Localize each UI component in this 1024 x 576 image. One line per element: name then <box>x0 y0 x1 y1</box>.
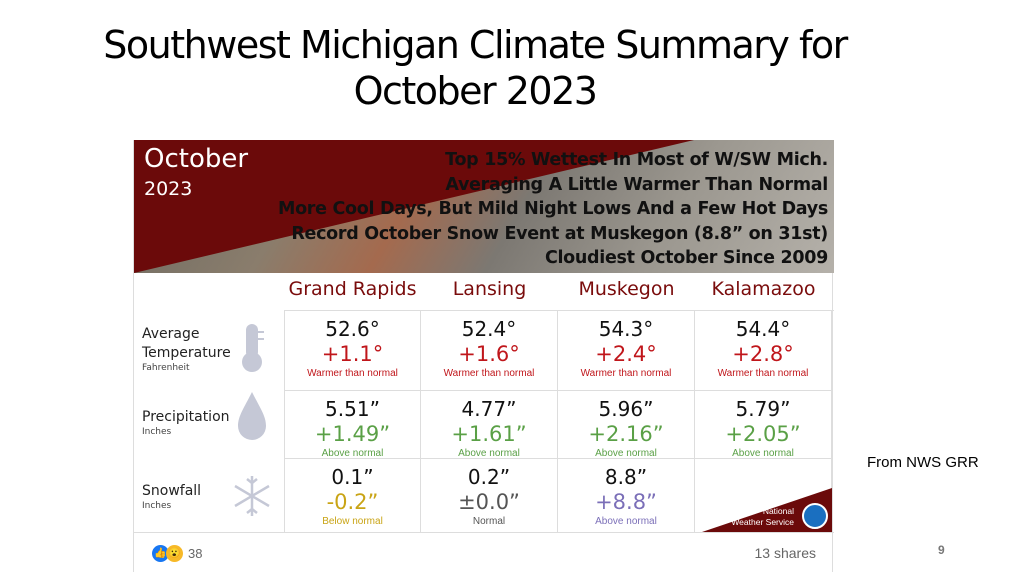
highlight: Record October Snow Event at Muskegon (8… <box>291 223 828 244</box>
label: Snowfall <box>142 483 202 499</box>
shares-link[interactable]: 13 shares <box>754 545 816 561</box>
wow-icon: 😮 <box>166 545 183 562</box>
nws-line: Weather Service <box>731 517 794 527</box>
cell-departure: +1.49” <box>314 422 391 446</box>
table-cell: 0.1” -0.2” Below normal <box>284 459 421 533</box>
cell-departure: +2.16” <box>588 422 664 446</box>
title-line-2: October 2023 <box>353 69 598 113</box>
table-cell: 54.4° +2.8° Warmer than normal <box>695 311 832 391</box>
table-cell: 52.6° +1.1° Warmer than normal <box>284 311 421 391</box>
cell-value: 0.2” <box>467 465 511 489</box>
title-line-1: Southwest Michigan Climate Summary for <box>103 23 848 67</box>
label: Precipitation <box>142 409 230 425</box>
row-label-precipitation: Precipitation Inches <box>142 408 230 438</box>
noaa-logo-icon <box>802 503 828 529</box>
cell-value: 54.3° <box>598 317 654 341</box>
table-cell: 4.77” +1.61” Above normal <box>421 391 558 459</box>
cell-departure: -0.2” <box>326 490 379 514</box>
cell-value: 54.4° <box>735 317 791 341</box>
nws-label: National Weather Service <box>731 506 794 528</box>
column-header: Grand Rapids <box>288 278 417 300</box>
reaction-count: 38 <box>188 546 203 561</box>
table-cell: 5.79” +2.05” Above normal <box>695 391 832 459</box>
cell-note: Above normal <box>321 448 384 459</box>
row-label-temperature: Average Temperature Fahrenheit <box>142 325 231 374</box>
cell-note: Warmer than normal <box>580 368 672 379</box>
cell-departure: +1.6° <box>458 342 520 366</box>
table-cell: 52.4° +1.6° Warmer than normal <box>421 311 558 391</box>
row-label-snowfall: Snowfall Inches <box>142 482 201 512</box>
slide-title: Southwest Michigan Climate Summary for O… <box>60 22 890 114</box>
cell-value: 0.1” <box>331 465 374 489</box>
thermometer-icon <box>242 324 264 372</box>
banner-triangle <box>134 140 694 273</box>
cell-departure: +1.61” <box>451 422 527 446</box>
cell-note: Above normal <box>595 516 657 527</box>
cell-departure: +2.4° <box>595 342 657 366</box>
like-icon: 👍 <box>152 545 169 562</box>
cell-note: Warmer than normal <box>717 368 809 379</box>
table-cell: 0.2” ±0.0” Normal <box>421 459 558 533</box>
column-header: Kalamazoo <box>711 278 816 300</box>
page-number: 9 <box>938 543 945 557</box>
cell-value: 4.77” <box>461 397 517 421</box>
column-header: Muskegon <box>578 278 675 300</box>
cell-value: 8.8” <box>604 465 648 489</box>
reactions[interactable]: 👍 😮 38 <box>152 545 202 562</box>
banner: October 2023 Top 15% Wettest In Most of … <box>134 140 834 273</box>
post-footer: 👍 😮 38 13 shares <box>134 532 834 572</box>
unit: Fahrenheit <box>142 363 190 373</box>
cell-note: Below normal <box>322 516 383 527</box>
table-cell: 5.51” +1.49” Above normal <box>284 391 421 459</box>
column-header: Lansing <box>452 278 527 300</box>
cell-departure: +2.8° <box>732 342 794 366</box>
cell-value: 5.96” <box>598 397 654 421</box>
social-post-image: October 2023 Top 15% Wettest In Most of … <box>133 140 834 572</box>
banner-year: 2023 <box>144 178 193 200</box>
cell-note: Warmer than normal <box>443 368 535 379</box>
highlight: Cloudiest October Since 2009 <box>544 248 828 268</box>
source-note: From NWS GRR <box>867 454 979 471</box>
highlight: Averaging A Little Warmer Than Normal <box>445 174 828 195</box>
cell-note: Warmer than normal <box>307 368 398 379</box>
table-cell: 54.3° +2.4° Warmer than normal <box>558 311 695 391</box>
unit: Inches <box>142 501 172 511</box>
highlight: Top 15% Wettest In Most of W/SW Mich. <box>445 150 828 170</box>
cell-note: Above normal <box>595 448 657 459</box>
cell-departure: +1.1° <box>321 342 384 366</box>
cell-departure: +2.05” <box>725 422 801 446</box>
table-cell: 5.96” +2.16” Above normal <box>558 391 695 459</box>
nws-line: National <box>762 506 794 516</box>
cell-note: Above normal <box>732 448 794 459</box>
cell-value: 52.6° <box>325 317 380 341</box>
cell-note: Normal <box>472 516 506 527</box>
unit: Inches <box>142 427 172 437</box>
banner-highlights: Top 15% Wettest In Most of W/SW Mich. Av… <box>278 148 828 271</box>
cell-departure: ±0.0” <box>458 490 520 514</box>
highlight: More Cool Days, But Mild Night Lows And … <box>277 199 828 219</box>
raindrop-icon <box>238 392 266 440</box>
cell-note: Above normal <box>458 448 520 459</box>
cell-departure: +8.8” <box>595 490 657 514</box>
banner-month: October <box>144 144 249 174</box>
label: Temperature <box>142 345 231 361</box>
table-cell: 8.8” +8.8” Above normal <box>558 459 695 533</box>
label: Average <box>142 326 200 342</box>
snowflake-icon <box>234 476 270 516</box>
cell-value: 52.4° <box>461 317 517 341</box>
cell-value: 5.51” <box>325 397 380 421</box>
cell-value: 5.79” <box>735 397 791 421</box>
